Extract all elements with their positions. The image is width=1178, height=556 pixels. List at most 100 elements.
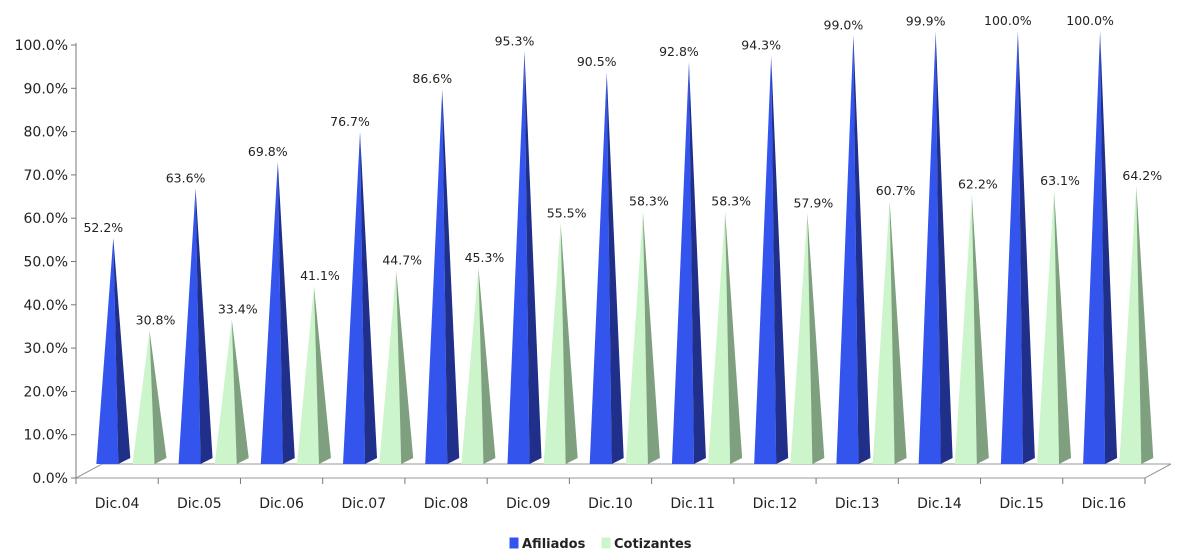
cotizantes-bar	[214, 319, 237, 464]
afiliados-bar	[589, 72, 612, 464]
afiliados-bar	[1083, 31, 1106, 464]
cotizantes-data-label: 55.5%	[547, 206, 587, 221]
x-tick-label: Dic.04	[95, 496, 140, 512]
afiliados-data-label: 90.5%	[577, 54, 617, 69]
cotizantes-bar-shade	[807, 213, 825, 464]
x-tick-label: Dic.13	[835, 496, 880, 512]
afiliados-data-label: 52.2%	[83, 220, 123, 235]
afiliados-data-label: 100.0%	[984, 13, 1032, 28]
cotizantes-legend-swatch	[601, 537, 611, 549]
cotizantes-data-label: 60.7%	[876, 183, 916, 198]
cotizantes-bar	[379, 270, 402, 464]
cotizantes-data-label: 30.8%	[136, 313, 176, 328]
x-tick-label: Dic.12	[753, 496, 798, 512]
cotizantes-data-label: 58.3%	[629, 194, 669, 209]
y-tick-label: 0.0%	[32, 471, 68, 487]
data-labels: 52.2% 30.8% 63.6% 33.4% 69.8% 41.1% 76.7% 44.7%…	[83, 13, 1162, 328]
cotizantes-data-label: 63.1%	[1040, 173, 1080, 188]
afiliados-bar	[1000, 31, 1023, 464]
afiliados-legend-label: Afiliados	[522, 537, 586, 552]
y-tick-label: 70.0%	[24, 168, 68, 184]
afiliados-data-label: 63.6%	[166, 171, 206, 186]
cotizantes-bar	[1119, 186, 1142, 464]
afiliados-bar-shade	[935, 31, 953, 464]
cotizantes-data-label: 44.7%	[382, 252, 422, 267]
x-tick-label: Dic.14	[917, 496, 962, 512]
cotizantes-bar-shade	[560, 223, 578, 464]
afiliados-bar-shade	[771, 55, 789, 464]
afiliados-bar-shade	[524, 51, 542, 464]
y-tick-label: 100.0%	[15, 38, 68, 54]
y-tick-label: 60.0%	[24, 211, 68, 227]
cotizantes-bar	[708, 211, 731, 464]
afiliados-bar	[918, 31, 941, 464]
afiliados-data-label: 99.9%	[906, 13, 946, 28]
cotizantes-data-label: 64.2%	[1122, 168, 1162, 183]
afiliados-bar	[836, 35, 859, 464]
cotizantes-bar-shade	[725, 211, 743, 464]
x-tick-label: Dic.07	[341, 496, 386, 512]
afiliados-bar	[260, 161, 283, 465]
afiliados-data-label: 86.6%	[412, 71, 452, 86]
cotizantes-bar-shade	[1054, 190, 1072, 465]
cotizantes-bar-shade	[642, 211, 660, 464]
axes: 0.0% 10.0% 20.0% 30.0% 40.0% 50.0% 60.0% 70.0% 8…	[15, 38, 1146, 512]
y-tick-label: 10.0%	[24, 428, 68, 444]
afiliados-data-label: 100.0%	[1066, 13, 1114, 28]
y-tick-label: 80.0%	[24, 125, 68, 141]
cotizantes-bar-shade	[313, 286, 331, 464]
cotizantes-legend-label: Cotizantes	[614, 537, 692, 552]
afiliados-bar-shade	[277, 161, 295, 465]
afiliados-bar-shade	[442, 89, 460, 464]
cotizantes-bar	[790, 213, 813, 464]
x-tick-label: Dic.06	[259, 496, 304, 512]
legend: Afiliados Cotizantes	[509, 537, 692, 552]
cotizantes-bar	[1037, 190, 1060, 465]
afiliados-bar-shade	[1100, 31, 1118, 464]
cotizantes-bar-shade	[971, 194, 989, 464]
x-tick-label: Dic.16	[1082, 496, 1127, 512]
x-tick-label: Dic.08	[424, 496, 469, 512]
x-tick-label: Dic.11	[670, 496, 715, 512]
y-tick-label: 90.0%	[24, 81, 68, 97]
cotizantes-bar	[461, 267, 484, 464]
x-tick-label: Dic.15	[999, 496, 1044, 512]
afiliados-bar-shade	[606, 72, 624, 464]
afiliados-legend-swatch	[509, 537, 519, 549]
afiliados-bar-shade	[853, 35, 871, 464]
cotizantes-data-label: 62.2%	[958, 177, 998, 192]
afiliados-bar	[96, 237, 119, 464]
cotizantes-bar-shade	[889, 201, 907, 464]
y-tick-label: 40.0%	[24, 298, 68, 314]
cotizantes-bar	[132, 330, 155, 464]
cotizantes-bar	[543, 223, 566, 464]
cotizantes-bar-shade	[231, 319, 249, 464]
afiliados-bar-shade	[688, 62, 706, 465]
x-tick-label: Dic.10	[588, 496, 633, 512]
cotizantes-bar-shade	[478, 267, 496, 464]
y-tick-label: 50.0%	[24, 255, 68, 271]
cotizantes-bar-shade	[396, 270, 414, 464]
afiliados-bar-shade	[195, 188, 213, 464]
afiliados-data-label: 94.3%	[741, 38, 781, 53]
afiliados-bar-shade	[360, 131, 378, 464]
x-tick-label: Dic.05	[177, 496, 222, 512]
cotizantes-bar-shade	[1136, 186, 1154, 464]
cotizantes-bar	[296, 286, 319, 464]
afiliados-bar-shade	[1017, 31, 1035, 464]
cotizantes-data-label: 45.3%	[465, 250, 505, 265]
cotizantes-bar-shade	[149, 330, 167, 464]
cotizantes-data-label: 57.9%	[793, 195, 833, 210]
afiliados-data-label: 69.8%	[248, 144, 288, 159]
cotizantes-data-label: 58.3%	[711, 194, 751, 209]
y-tick-label: 30.0%	[24, 341, 68, 357]
x-tick-label: Dic.09	[506, 496, 551, 512]
chart-floor	[75, 463, 1172, 479]
afiliados-data-label: 92.8%	[659, 44, 699, 59]
afiliados-bar	[343, 131, 366, 464]
cotizantes-bar	[954, 194, 977, 464]
y-tick-label: 20.0%	[24, 384, 68, 400]
cotizantes-bar	[625, 211, 648, 464]
